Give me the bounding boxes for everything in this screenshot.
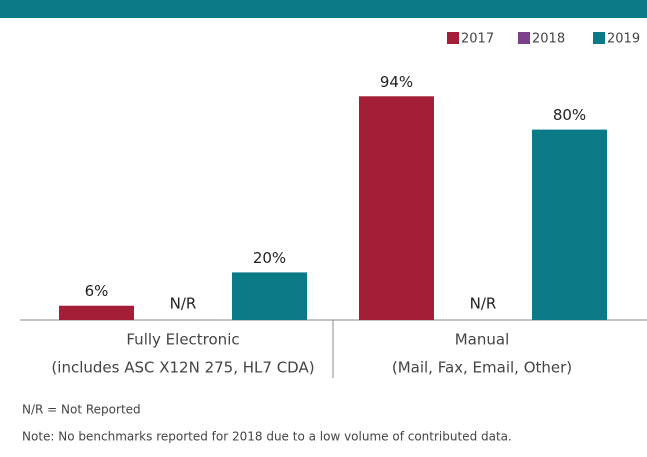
note: Note: No benchmarks reported for 2018 du… — [22, 430, 512, 444]
bar — [59, 305, 134, 320]
value-label: N/R — [170, 295, 197, 313]
legend-label: 2019 — [607, 32, 640, 47]
legend-swatch — [593, 32, 605, 44]
bar — [232, 272, 307, 320]
value-label: 94% — [380, 73, 413, 91]
header-band — [0, 0, 647, 18]
value-label: 80% — [553, 106, 586, 124]
value-label: N/R — [470, 295, 497, 313]
value-label: 20% — [253, 249, 286, 267]
x-tick-label: Fully Electronic — [126, 331, 239, 349]
legend-swatch — [447, 32, 459, 44]
x-tick-label: Manual — [455, 331, 510, 349]
legend-swatch — [518, 32, 530, 44]
x-tick-label: (Mail, Fax, Email, Other) — [392, 359, 572, 377]
legend-label: 2017 — [461, 32, 494, 47]
bar — [532, 129, 607, 320]
note: N/R = Not Reported — [22, 403, 141, 417]
value-label: 6% — [85, 282, 109, 300]
legend-label: 2018 — [532, 32, 565, 47]
bar — [359, 96, 434, 320]
x-tick-label: (includes ASC X12N 275, HL7 CDA) — [51, 359, 314, 377]
